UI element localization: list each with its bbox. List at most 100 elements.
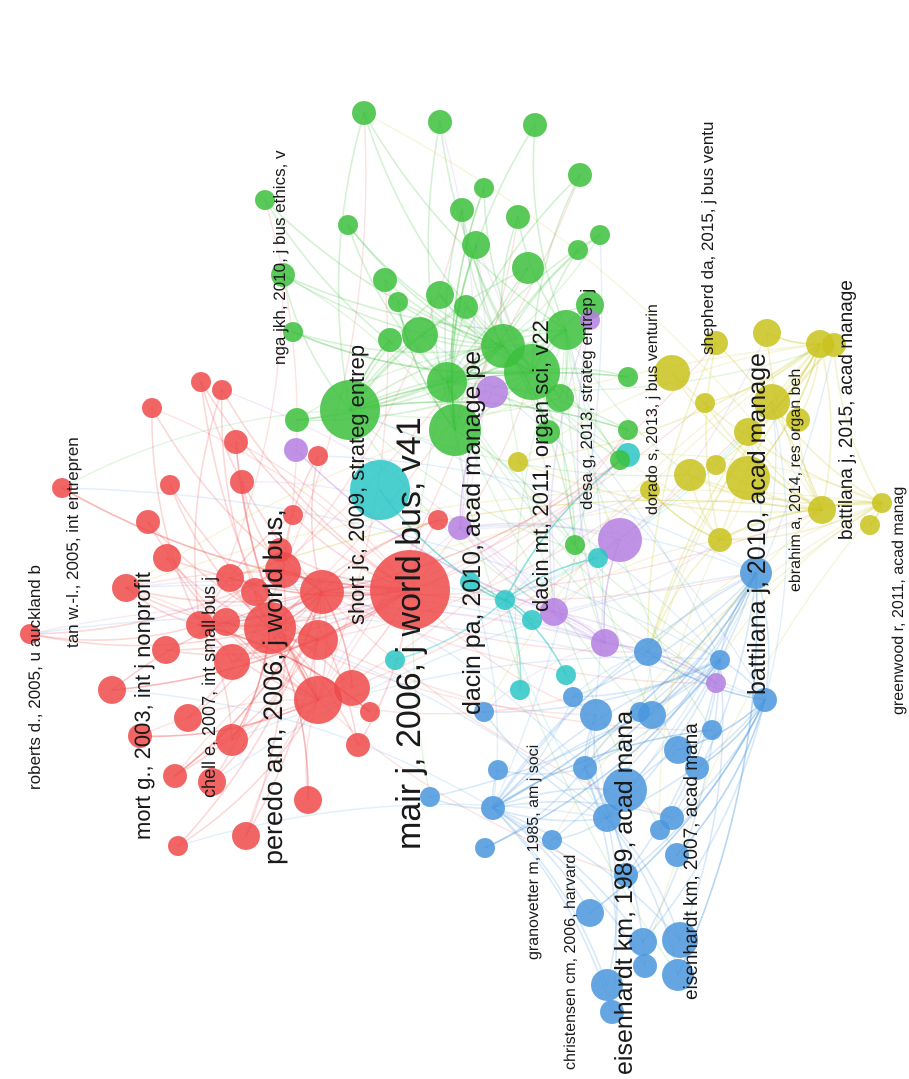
publication-node-green[interactable]	[568, 240, 588, 260]
publication-node-red[interactable]	[20, 624, 40, 644]
publication-node-green[interactable]	[388, 292, 408, 312]
publication-node-red[interactable]	[298, 620, 338, 660]
publication-node-red[interactable]	[142, 398, 162, 418]
publication-node-green[interactable]	[352, 101, 376, 125]
publication-node-blue[interactable]	[600, 1000, 624, 1024]
publication-node-blue[interactable]	[702, 720, 722, 740]
publication-node-cyan[interactable]	[495, 590, 515, 610]
publication-node-red[interactable]	[212, 608, 240, 636]
publication-node-green[interactable]	[285, 408, 309, 432]
publication-node-blue[interactable]	[614, 863, 638, 887]
publication-node-red[interactable]	[153, 544, 181, 572]
publication-node-blue[interactable]	[740, 557, 772, 589]
publication-node-red[interactable]	[198, 768, 226, 796]
publication-node-green[interactable]	[271, 263, 295, 287]
publication-node-yellow[interactable]	[704, 331, 728, 355]
publication-node-green[interactable]	[462, 231, 490, 259]
publication-node-blue[interactable]	[603, 768, 647, 812]
publication-node-blue[interactable]	[664, 736, 692, 764]
publication-node-blue[interactable]	[488, 760, 508, 780]
publication-node-green[interactable]	[320, 380, 380, 440]
publication-node-green[interactable]	[618, 367, 638, 387]
publication-node-green[interactable]	[610, 450, 630, 470]
publication-node-red[interactable]	[136, 510, 160, 534]
publication-node-red[interactable]	[241, 578, 269, 606]
publication-node-green[interactable]	[536, 420, 560, 444]
publication-node-green[interactable]	[255, 190, 275, 210]
publication-node-red[interactable]	[212, 380, 232, 400]
publication-node-red[interactable]	[370, 550, 450, 630]
publication-node-blue[interactable]	[630, 702, 650, 722]
publication-node-green[interactable]	[338, 215, 358, 235]
publication-node-green[interactable]	[590, 225, 610, 245]
publication-node-blue[interactable]	[710, 650, 730, 670]
publication-node-red[interactable]	[163, 764, 187, 788]
publication-node-cyan[interactable]	[556, 665, 576, 685]
publication-node-blue[interactable]	[573, 756, 597, 780]
publication-node-blue[interactable]	[633, 954, 657, 978]
publication-node-green[interactable]	[373, 268, 397, 292]
publication-node-yellow[interactable]	[822, 333, 846, 357]
publication-node-yellow[interactable]	[786, 408, 810, 432]
publication-node-red[interactable]	[360, 702, 380, 722]
publication-node-red[interactable]	[265, 552, 301, 588]
publication-node-yellow[interactable]	[726, 456, 770, 500]
publication-node-blue[interactable]	[753, 688, 777, 712]
publication-node-green[interactable]	[427, 362, 467, 402]
publication-node-red[interactable]	[294, 676, 342, 724]
publication-node-cyan[interactable]	[350, 460, 410, 520]
publication-node-blue[interactable]	[542, 830, 562, 850]
publication-node-green[interactable]	[429, 404, 481, 456]
publication-node-red[interactable]	[191, 372, 211, 392]
publication-node-green[interactable]	[428, 110, 452, 134]
publication-node-red[interactable]	[230, 470, 254, 494]
publication-node-green[interactable]	[546, 310, 586, 350]
publication-node-yellow[interactable]	[753, 319, 781, 347]
publication-node-blue[interactable]	[481, 796, 505, 820]
publication-node-yellow[interactable]	[860, 515, 880, 535]
publication-node-red[interactable]	[244, 602, 296, 654]
publication-node-yellow[interactable]	[640, 480, 660, 500]
publication-node-purple[interactable]	[284, 438, 308, 462]
publication-node-red[interactable]	[214, 644, 250, 680]
publication-node-blue[interactable]	[563, 687, 583, 707]
publication-node-yellow[interactable]	[872, 493, 892, 513]
publication-node-cyan[interactable]	[588, 548, 608, 568]
publication-node-red[interactable]	[128, 724, 152, 748]
publication-node-green[interactable]	[474, 178, 494, 198]
publication-node-red[interactable]	[52, 478, 72, 498]
publication-node-red[interactable]	[152, 636, 180, 664]
publication-node-yellow[interactable]	[734, 418, 762, 446]
publication-node-red[interactable]	[346, 733, 370, 757]
publication-node-red[interactable]	[216, 564, 244, 592]
publication-node-purple[interactable]	[591, 629, 619, 657]
publication-node-green[interactable]	[506, 205, 530, 229]
publication-node-purple[interactable]	[540, 598, 568, 626]
publication-node-yellow[interactable]	[706, 455, 726, 475]
publication-node-blue[interactable]	[685, 756, 709, 780]
publication-node-green[interactable]	[618, 420, 638, 440]
publication-node-red[interactable]	[216, 724, 248, 756]
publication-node-red[interactable]	[308, 446, 328, 466]
publication-node-cyan[interactable]	[385, 650, 405, 670]
publication-node-yellow[interactable]	[695, 393, 715, 413]
publication-node-red[interactable]	[428, 510, 448, 530]
publication-node-blue[interactable]	[665, 843, 689, 867]
publication-node-blue[interactable]	[593, 804, 621, 832]
publication-node-purple[interactable]	[476, 376, 508, 408]
publication-node-red[interactable]	[174, 704, 202, 732]
publication-node-green[interactable]	[454, 295, 478, 319]
publication-node-red[interactable]	[334, 670, 370, 706]
publication-node-green[interactable]	[523, 113, 547, 137]
publication-node-purple[interactable]	[448, 516, 472, 540]
publication-node-red[interactable]	[112, 574, 140, 602]
publication-node-purple[interactable]	[706, 673, 726, 693]
publication-node-green[interactable]	[512, 252, 544, 284]
publication-node-purple[interactable]	[598, 518, 642, 562]
publication-node-yellow[interactable]	[674, 459, 706, 491]
publication-node-green[interactable]	[402, 317, 438, 353]
publication-node-red[interactable]	[300, 570, 344, 614]
publication-node-green[interactable]	[378, 328, 402, 352]
publication-node-blue[interactable]	[580, 699, 612, 731]
publication-node-green[interactable]	[481, 324, 525, 368]
